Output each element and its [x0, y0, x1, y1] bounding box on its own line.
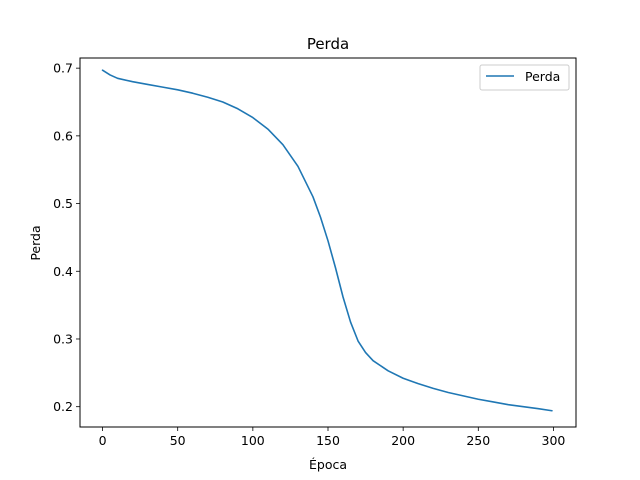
y-tick-label: 0.2 — [53, 399, 73, 414]
legend: Perda — [479, 64, 570, 91]
y-axis-label: Perda — [28, 225, 43, 260]
x-tick-label: 300 — [542, 433, 566, 448]
y-tick-label: 0.5 — [53, 196, 73, 211]
x-tick-label: 50 — [170, 433, 186, 448]
chart-title: Perda — [307, 35, 349, 53]
plot-area — [101, 69, 553, 412]
x-axis: 0 50 100 150 200 250 300 — [99, 427, 566, 448]
y-tick-label: 0.7 — [53, 61, 73, 76]
x-tick-label: 100 — [241, 433, 265, 448]
legend-box — [479, 64, 570, 91]
plot-frame — [79, 57, 577, 428]
x-tick-label: 200 — [391, 433, 415, 448]
y-axis: 0.2 0.3 0.4 0.5 0.6 0.7 — [53, 61, 80, 414]
x-tick-label: 250 — [466, 433, 490, 448]
legend-label-perda: Perda — [525, 69, 560, 84]
x-axis-label: Época — [309, 457, 347, 472]
y-tick-label: 0.6 — [53, 128, 73, 143]
series-line-perda — [101, 69, 553, 412]
y-tick-label: 0.4 — [53, 264, 73, 279]
x-tick-label: 0 — [99, 433, 107, 448]
y-tick-label: 0.3 — [53, 331, 73, 346]
x-tick-label: 150 — [316, 433, 340, 448]
